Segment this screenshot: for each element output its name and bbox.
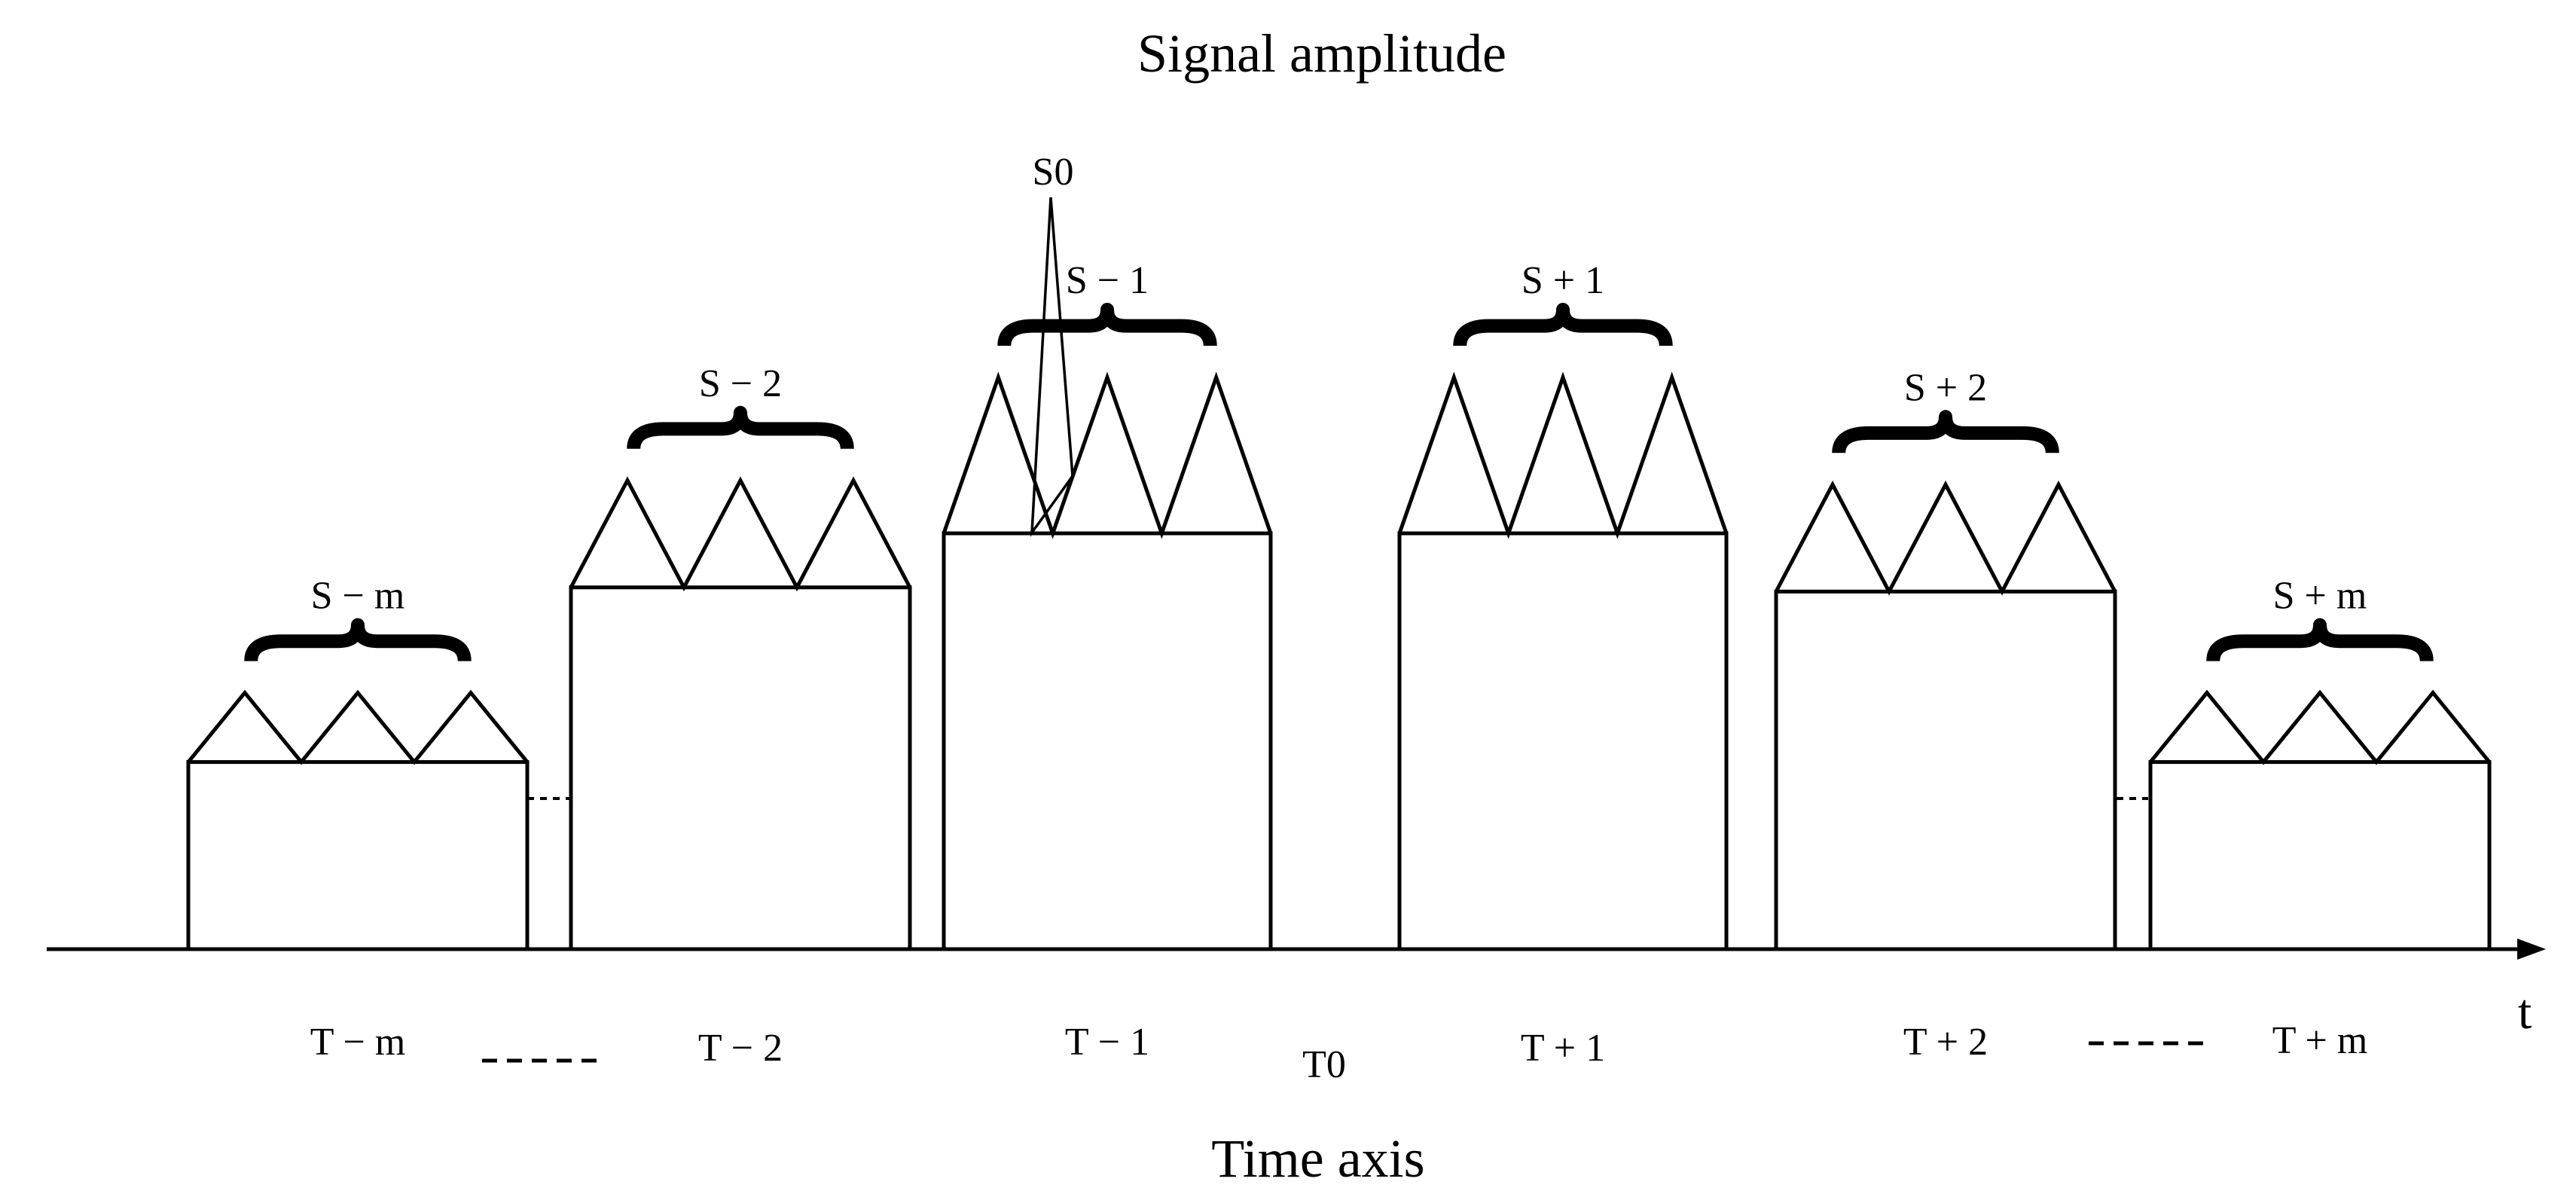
time-label: T + 1 bbox=[1521, 1027, 1605, 1070]
time-label: T + 2 bbox=[1903, 1021, 1988, 1064]
curly-brace-icon bbox=[627, 405, 854, 450]
block-triangles bbox=[1397, 371, 1729, 539]
block-triangles bbox=[569, 476, 912, 592]
x-axis-label: Time axis bbox=[1211, 1128, 1424, 1189]
segment-label: S + 1 bbox=[1521, 259, 1604, 302]
block-t-plus-m: S + m T + m bbox=[2148, 575, 2492, 1062]
curly-brace-icon bbox=[1832, 410, 2059, 454]
time-label: T − 1 bbox=[1065, 1021, 1149, 1064]
time-axis-arrowhead bbox=[2517, 939, 2546, 960]
block-t-plus-1: S + 1 T + 1 bbox=[1397, 259, 1729, 1070]
segment-label: S + 2 bbox=[1904, 366, 1987, 409]
block-body bbox=[1397, 531, 1729, 951]
block-body bbox=[1774, 589, 2117, 951]
s0-peak-spike bbox=[1030, 197, 1074, 537]
block-body bbox=[569, 585, 912, 951]
block-body bbox=[2148, 760, 2492, 951]
block-body bbox=[942, 531, 1273, 951]
segment-label: S − 2 bbox=[699, 362, 782, 405]
block-triangles bbox=[187, 689, 529, 765]
segment-label: S + m bbox=[2273, 575, 2367, 618]
block-triangles bbox=[942, 371, 1273, 539]
time-label: T − 2 bbox=[698, 1027, 783, 1070]
segment-label: S − m bbox=[311, 575, 405, 618]
block-t-minus-1: S − 1 T − 1 bbox=[942, 259, 1273, 1064]
time-label: T + m bbox=[2272, 1019, 2368, 1062]
block-t-plus-2: S + 2 T + 2 bbox=[1774, 366, 2117, 1064]
axis-symbol-t: t bbox=[2518, 985, 2532, 1040]
block-t-minus-m: S − m T − m bbox=[186, 575, 530, 1064]
block-body bbox=[186, 760, 530, 951]
s0-peak-label: S0 bbox=[1033, 151, 1074, 194]
diagram-title: Signal amplitude bbox=[1137, 23, 1506, 84]
block-triangles bbox=[1774, 480, 2117, 596]
segment-label: S − 1 bbox=[1066, 259, 1149, 302]
block-t-minus-2: S − 2 T − 2 bbox=[569, 362, 912, 1070]
curly-brace-icon bbox=[2206, 618, 2434, 662]
origin-label-t0: T0 bbox=[1302, 1043, 1346, 1086]
time-label: T − m bbox=[310, 1021, 406, 1064]
curly-brace-icon bbox=[244, 618, 472, 662]
block-triangles bbox=[2149, 689, 2491, 765]
curly-brace-icon bbox=[997, 303, 1217, 347]
curly-brace-icon bbox=[1453, 303, 1673, 347]
